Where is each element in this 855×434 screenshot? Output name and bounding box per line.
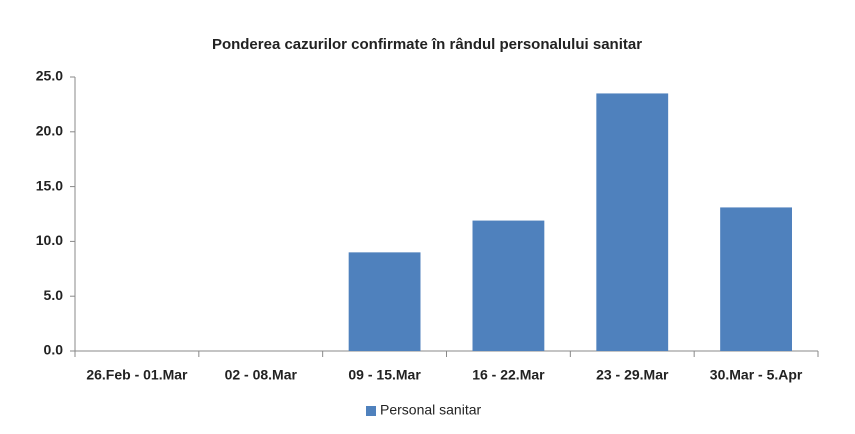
x-tick-label: 30.Mar - 5.Apr [710,367,803,383]
y-tick-label: 0.0 [44,342,64,358]
x-tick-label: 16 - 22.Mar [472,367,545,383]
x-tick-label: 23 - 29.Mar [596,367,669,383]
x-tick-label: 02 - 08.Mar [225,367,298,383]
bar [720,207,792,351]
x-tick-label: 09 - 15.Mar [348,367,421,383]
y-tick-label: 20.0 [36,123,63,139]
bar [472,220,545,351]
bar [348,252,421,351]
legend-label: Personal sanitar [380,402,482,418]
legend-swatch [366,406,376,416]
x-tick-label: 26.Feb - 01.Mar [86,367,188,383]
y-tick-label: 10.0 [36,232,63,248]
chart-title: Ponderea cazurilor confirmate în rândul … [212,36,642,53]
y-tick-label: 15.0 [36,177,63,193]
y-tick-label: 25.0 [36,68,63,84]
bar [596,93,669,351]
y-tick-label: 5.0 [44,287,64,303]
